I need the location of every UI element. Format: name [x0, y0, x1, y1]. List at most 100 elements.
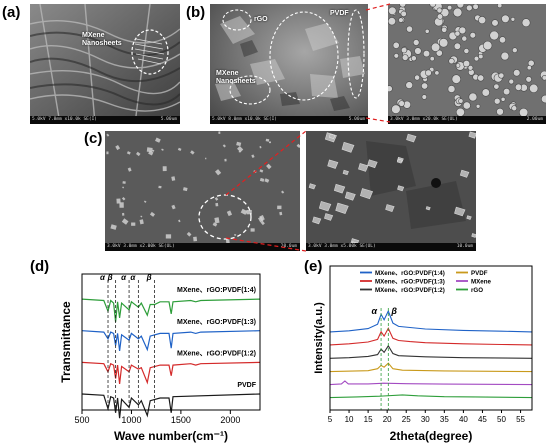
- flake: [214, 197, 219, 201]
- nanoparticle: [473, 55, 480, 62]
- flake: [143, 200, 147, 203]
- nanoparticle: [467, 64, 474, 71]
- nanoparticle: [422, 49, 431, 58]
- xrd-ylabel: Intensity(a.u.): [313, 302, 325, 374]
- flake: [218, 131, 221, 134]
- flake: [115, 145, 121, 151]
- flake: [171, 204, 176, 210]
- nanoparticle: [512, 47, 518, 54]
- flake: [277, 205, 282, 210]
- nanoparticle: [447, 85, 456, 93]
- nanoparticle: [425, 69, 432, 77]
- flake: [146, 147, 153, 153]
- flake: [158, 185, 162, 189]
- nanoparticle: [463, 48, 470, 54]
- flake: [155, 137, 161, 143]
- nanoparticle: [441, 26, 448, 33]
- ftir-x-tick-label: 1500: [171, 415, 191, 425]
- xrd-series-line-1: [329, 327, 533, 346]
- flake: [359, 188, 374, 200]
- sem-image-a: MXene Nanosheets 5.0kV 7.8mm x10.0k SE(I…: [30, 4, 180, 124]
- flake: [139, 219, 144, 225]
- nanoparticle: [512, 69, 521, 77]
- nanoparticle: [391, 104, 401, 114]
- flake: [222, 144, 226, 148]
- flake: [324, 213, 334, 221]
- sem-texture-b-right: [388, 4, 546, 124]
- nanoparticle: [508, 78, 515, 85]
- nanoparticle: [500, 96, 506, 102]
- flake: [178, 219, 181, 223]
- nanoparticle: [392, 41, 400, 49]
- xrd-x-tick-label: 5: [328, 415, 333, 424]
- nanoparticle: [500, 51, 510, 61]
- flake: [190, 150, 195, 155]
- sem-info-bar-c-left: 3.0kV 3.0mm x2.00k SE(UL) 20.0um: [105, 243, 300, 251]
- nanoparticle: [511, 105, 518, 112]
- xrd-legend-label: MXene: [471, 279, 492, 286]
- nanoparticle: [526, 65, 532, 71]
- xrd-x-tick-label: 55: [516, 415, 525, 424]
- xrd-plot-frame: [329, 265, 533, 411]
- nanoparticle: [541, 94, 546, 104]
- flake: [240, 208, 248, 215]
- flake: [122, 186, 125, 189]
- nanoparticle: [455, 63, 461, 68]
- flake: [327, 159, 339, 169]
- flake: [224, 158, 227, 162]
- flake: [258, 216, 264, 223]
- annotation-rgo-b: rGO: [254, 16, 268, 23]
- xrd-series-line-5: [329, 394, 533, 399]
- xrd-phase-marker-label: α: [371, 306, 377, 316]
- panel-label-b: (b): [186, 4, 206, 21]
- sem-info-bar-c-right: 3.0kV 3.0mm x5.00k SE(UL) 10.0um: [306, 243, 476, 251]
- nanoparticle: [469, 32, 477, 39]
- nanoparticle: [466, 4, 473, 12]
- flake: [246, 210, 252, 215]
- flake: [165, 234, 172, 239]
- nanoparticle: [477, 74, 485, 82]
- xrd-series-line-2: [329, 344, 533, 359]
- flake: [119, 202, 124, 208]
- flake: [468, 131, 476, 139]
- panel-label-e: (e): [304, 258, 323, 275]
- nanoparticle: [478, 53, 484, 60]
- flake: [425, 206, 431, 211]
- flake: [318, 201, 332, 212]
- nanoparticle: [468, 92, 478, 102]
- nanoparticle: [498, 72, 505, 79]
- flake: [214, 169, 222, 176]
- flake: [171, 176, 176, 181]
- flake: [127, 167, 132, 172]
- sem-image-b-left: rGO PVDF MXene Nanosheets 5.0kV 8.0mm x1…: [210, 4, 368, 124]
- flake: [226, 210, 233, 217]
- flake: [215, 202, 219, 207]
- xrd-x-tick-label: 30: [421, 415, 430, 424]
- nanoparticle: [461, 35, 468, 42]
- nanoparticle: [478, 16, 487, 25]
- xrd-x-tick-label: 45: [478, 415, 487, 424]
- nanoparticle: [510, 17, 516, 22]
- flake: [140, 215, 143, 218]
- xrd-xlabel: 2theta(degree): [390, 429, 473, 443]
- panel-label-c: (c): [84, 130, 103, 147]
- nanoparticle: [458, 26, 467, 35]
- nanoparticle: [414, 74, 420, 81]
- nanoparticle: [481, 88, 490, 97]
- flake: [342, 169, 349, 176]
- xrd-phase-marker-label: β: [390, 306, 397, 316]
- flake: [279, 211, 283, 216]
- nanoparticle: [400, 10, 407, 17]
- nanoparticle: [438, 38, 449, 48]
- flake: [151, 149, 155, 152]
- sem-texture-c-right: [306, 131, 476, 251]
- flake: [122, 212, 125, 216]
- nanoparticle: [430, 42, 441, 52]
- xrd-legend-label: rGO: [471, 287, 483, 294]
- zoom-connector-b-bottom: [365, 117, 391, 123]
- nanoparticle: [412, 39, 420, 46]
- nanoparticle: [514, 83, 523, 91]
- flake: [186, 231, 192, 237]
- ftir-x-tick-label: 2000: [220, 415, 240, 425]
- nanoparticle: [410, 55, 417, 62]
